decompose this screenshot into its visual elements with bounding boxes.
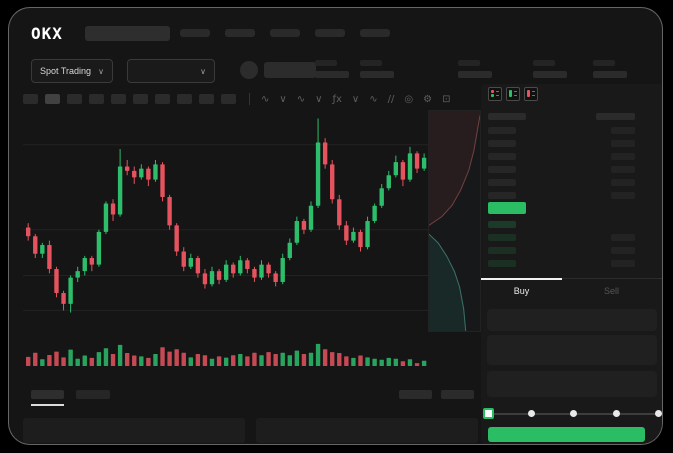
- ask-row-amount: [611, 179, 635, 186]
- app-window: OKX Spot Trading ∨ ∨ ∿ ∨ ∿ ∨ ƒx ∨ ∿ // ◎ ⚙ ⊡ Buy: [8, 7, 663, 445]
- market-type-dropdown[interactable]: Spot Trading ∨: [31, 59, 113, 83]
- chevron-down-icon: ∨: [98, 66, 104, 76]
- market-stat: [458, 60, 492, 78]
- market-stat: [315, 60, 349, 78]
- depth-mini-chart: [428, 110, 481, 332]
- book-combined-view-icon[interactable]: [488, 87, 502, 101]
- active-tab-indicator: [481, 278, 562, 280]
- timeframe-button[interactable]: [45, 94, 60, 104]
- tabs-divider: [481, 278, 662, 279]
- nav-items: [180, 29, 390, 37]
- book-bids-view-icon[interactable]: [506, 87, 520, 101]
- market-stat: [360, 60, 394, 78]
- timeframe-button[interactable]: [177, 94, 192, 104]
- compare-icon[interactable]: //: [387, 93, 395, 105]
- candlestick-chart[interactable]: [23, 108, 428, 374]
- tab-buy[interactable]: Buy: [513, 286, 530, 296]
- bid-row-price: [488, 234, 516, 241]
- bid-row-amount: [611, 260, 635, 267]
- amount-slider[interactable]: [483, 408, 662, 420]
- chevron-down-icon[interactable]: ∨: [279, 93, 287, 105]
- line-tool-icon[interactable]: ∿: [369, 93, 378, 105]
- bottom-tab-underline: [31, 404, 64, 406]
- chevron-down-icon: ∨: [200, 66, 206, 76]
- ask-row-price: [488, 153, 516, 160]
- candlestick-chart-svg: [23, 118, 428, 366]
- chevron-down-icon[interactable]: ∨: [351, 93, 360, 105]
- timeframe-button[interactable]: [155, 94, 170, 104]
- market-subheader: Spot Trading ∨ ∨: [23, 58, 648, 86]
- timeframe-button[interactable]: [89, 94, 104, 104]
- ask-row-amount: [611, 127, 635, 134]
- market-stat: [593, 60, 627, 78]
- slider-stop-75[interactable]: [612, 410, 620, 417]
- chevron-down-icon[interactable]: ∨: [315, 93, 323, 105]
- ask-row-price: [488, 179, 516, 186]
- ask-row-amount: [611, 140, 635, 147]
- timeframe-button[interactable]: [67, 94, 82, 104]
- price-input[interactable]: [487, 309, 657, 331]
- nav-item[interactable]: [225, 29, 255, 37]
- slider-stop-100[interactable]: [655, 410, 662, 417]
- fx-indicator-icon[interactable]: ƒx: [332, 93, 342, 105]
- bid-row-price: [488, 260, 516, 267]
- amount-input[interactable]: [487, 335, 657, 365]
- timeframe-button[interactable]: [111, 94, 126, 104]
- bottom-right-control-1[interactable]: [399, 390, 432, 399]
- slider-stop-25[interactable]: [527, 410, 535, 417]
- timeframe-button[interactable]: [221, 94, 236, 104]
- nav-item[interactable]: [315, 29, 345, 37]
- slider-stop-50[interactable]: [570, 410, 577, 417]
- search-input[interactable]: [85, 26, 170, 41]
- bid-row-amount: [611, 234, 635, 241]
- timeframe-button[interactable]: [133, 94, 148, 104]
- camera-icon[interactable]: ◎: [404, 93, 414, 105]
- timeframe-button[interactable]: [199, 94, 214, 104]
- okx-logo: OKX: [31, 24, 63, 43]
- total-input[interactable]: [487, 371, 657, 397]
- settings-gear-icon[interactable]: ⚙: [423, 93, 433, 105]
- nav-item[interactable]: [360, 29, 390, 37]
- nav-item[interactable]: [180, 29, 210, 37]
- ask-row-price: [488, 127, 516, 134]
- pair-select-dropdown[interactable]: ∨: [127, 59, 215, 83]
- orderbook-view-switcher: [488, 87, 538, 101]
- pair-name-placeholder: [264, 62, 316, 78]
- bid-row-amount: [611, 247, 635, 254]
- bottom-tab-2[interactable]: [76, 390, 110, 399]
- market-stat: [533, 60, 567, 78]
- candle-style-icon[interactable]: ∿: [296, 93, 306, 105]
- bottom-right-control-2[interactable]: [441, 390, 474, 399]
- slider-stop-0[interactable]: [483, 408, 494, 419]
- tab-sell[interactable]: Sell: [603, 286, 619, 296]
- fullscreen-icon[interactable]: ⊡: [442, 93, 451, 105]
- ask-row-amount: [611, 153, 635, 160]
- timeframe-button[interactable]: [23, 94, 38, 104]
- ask-row-amount: [611, 192, 635, 199]
- ask-row-price: [488, 192, 516, 199]
- orderbook-header-left: [488, 113, 526, 120]
- orderbook-header-right: [596, 113, 635, 120]
- ask-row-price: [488, 166, 516, 173]
- depth-chart-svg: [428, 111, 481, 332]
- bottom-tab-active[interactable]: [31, 390, 64, 399]
- bottom-panel-left: [23, 418, 245, 443]
- book-asks-view-icon[interactable]: [524, 87, 538, 101]
- market-type-label: Spot Trading: [40, 66, 92, 76]
- last-price-bar: [488, 202, 526, 214]
- bottom-tabs: [23, 390, 475, 406]
- chart-toolbar: ∿ ∨ ∿ ∨ ƒx ∨ ∿ // ◎ ⚙ ⊡: [23, 90, 475, 108]
- top-navigation: OKX: [23, 24, 648, 48]
- buy-submit-button[interactable]: [488, 427, 645, 442]
- coin-avatar: [240, 61, 258, 79]
- ask-row-amount: [611, 166, 635, 173]
- bottom-panel-right: [256, 418, 478, 443]
- nav-item[interactable]: [270, 29, 300, 37]
- trade-panel: Buy Sell: [481, 84, 662, 444]
- ask-row-price: [488, 140, 516, 147]
- side-tabs: Buy Sell: [481, 278, 662, 308]
- bid-row-price: [488, 221, 516, 228]
- indicators-wave-icon[interactable]: ∿: [261, 93, 270, 105]
- bid-row-price: [488, 247, 516, 254]
